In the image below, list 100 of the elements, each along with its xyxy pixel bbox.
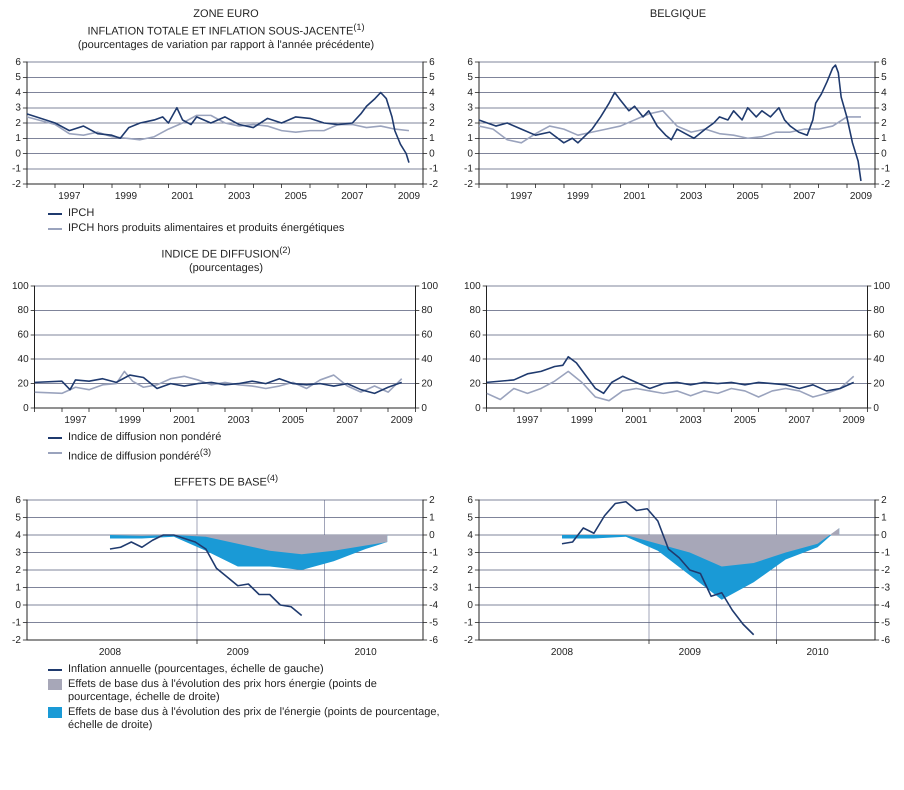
x-tick-label: 2007: [336, 414, 359, 426]
y-tick-label: -2: [12, 634, 22, 646]
y-tick-label: 1: [467, 133, 474, 144]
y-tick-label: 3: [15, 547, 22, 558]
y2-tick-label: 60: [873, 330, 885, 341]
y2-tick-label: 100: [873, 280, 890, 292]
y2-tick-label: 2: [429, 494, 436, 506]
x-tick-label: 2008: [98, 646, 122, 658]
x-tick-label: 2003: [679, 414, 702, 426]
y2-tick-label: -6: [881, 634, 890, 646]
y-tick-label: 4: [467, 530, 474, 541]
x-tick-label: 2009: [678, 646, 702, 658]
y-tick-label: -1: [12, 164, 22, 174]
x-tick-label: 2005: [282, 414, 305, 426]
x-tick-label: 1999: [118, 414, 142, 426]
legend-label: Effets de base dus à l'évolution des prix hors énergie (points de pourcentage, échelle de droite): [68, 678, 378, 704]
y-tick-label: 6: [15, 56, 22, 68]
y2-tick-label: 0: [873, 402, 880, 414]
y-tick-label: 100: [464, 280, 482, 292]
x-tick-label: 2010: [354, 646, 378, 658]
x-tick-label: 2005: [736, 190, 760, 202]
legend-label: Inflation annuelle (pourcentages, échelle de gauche): [68, 663, 324, 676]
y-tick-label: 3: [467, 102, 474, 114]
legend-label: Indice de diffusion non pondéré: [68, 431, 222, 444]
y-tick-label: 40: [470, 354, 482, 365]
x-tick-label: 2007: [793, 190, 816, 202]
y-tick-label: -2: [464, 634, 474, 646]
x-tick-label: 2007: [788, 414, 811, 426]
y2-tick-label: 80: [873, 305, 885, 316]
y2-tick-label: 0: [881, 148, 888, 160]
y2-tick-label: -4: [881, 600, 890, 611]
y-tick-label: 80: [470, 305, 482, 316]
y2-tick-label: 2: [881, 118, 888, 129]
y-tick-label: 4: [467, 87, 474, 98]
y2-tick-label: 60: [421, 330, 433, 341]
y2-tick-label: -1: [881, 547, 890, 558]
y2-tick-label: -1: [429, 164, 438, 174]
y-tick-label: 100: [12, 280, 30, 292]
y-tick-label: 4: [15, 87, 22, 98]
x-tick-label: 1997: [510, 190, 533, 202]
y2-tick-label: 1: [881, 512, 888, 524]
y2-tick-label: 0: [429, 530, 436, 541]
x-tick-label: 1997: [64, 414, 88, 426]
text: ZONE EURO: [192, 8, 260, 21]
legend-label: IPCH: [68, 207, 94, 220]
x-tick-label: 2001: [173, 414, 196, 426]
x-tick-label: 2009: [842, 414, 866, 426]
y-tick-label: 20: [470, 378, 482, 390]
x-tick-label: 1999: [570, 414, 594, 426]
x-tick-label: 2009: [850, 190, 873, 202]
y-tick-label: 1: [15, 133, 22, 144]
y2-tick-label: 6: [881, 56, 888, 68]
x-tick-label: 2003: [227, 414, 250, 426]
chart-title: EFFETS DE BASE$^{(4)}$: [172, 472, 280, 490]
y2-tick-label: 80: [421, 305, 433, 316]
x-tick-label: 1999: [566, 190, 590, 202]
y-tick-label: 2: [15, 564, 22, 576]
x-tick-label: 1997: [58, 190, 81, 202]
y-tick-label: 1: [15, 582, 22, 594]
y2-tick-label: -2: [429, 178, 438, 190]
y-tick-label: -1: [464, 617, 474, 628]
y2-tick-label: 3: [881, 102, 888, 114]
y2-tick-label: 0: [429, 148, 436, 160]
y-tick-label: 6: [467, 494, 474, 506]
x-tick-label: 2005: [284, 190, 308, 202]
y2-tick-label: 40: [421, 354, 433, 365]
x-tick-label: 2003: [228, 190, 251, 202]
y-tick-label: -1: [464, 164, 474, 174]
y2-tick-label: 40: [873, 354, 885, 365]
x-tick-label: 2001: [623, 190, 646, 202]
chart-subtitle: (pourcentages): [188, 262, 264, 275]
y-tick-label: 0: [23, 402, 30, 414]
y2-tick-label: 5: [881, 72, 888, 83]
x-tick-label: 1999: [114, 190, 138, 202]
text: BELGIQUE: [648, 8, 708, 21]
y-tick-label: 60: [470, 330, 482, 341]
x-tick-label: 2005: [734, 414, 757, 426]
y-tick-label: 3: [15, 102, 22, 114]
y-tick-label: 2: [467, 118, 474, 129]
y-tick-label: 0: [467, 600, 474, 611]
x-tick-label: 2009: [398, 190, 421, 202]
y-tick-label: 60: [18, 330, 30, 341]
y2-tick-label: 1: [881, 133, 888, 144]
y2-tick-label: 20: [421, 378, 433, 390]
y2-tick-label: 0: [881, 530, 888, 541]
legend-label: Indice de diffusion pondéré$^{(3)}$: [68, 446, 212, 464]
y-tick-label: 0: [15, 600, 22, 611]
y2-tick-label: -3: [881, 582, 890, 594]
y-tick-label: 2: [467, 564, 474, 576]
legend-label: Effets de base dus à l'évolution des prix de l'énergie (points de pourcentage, échelle de droite): [68, 706, 441, 732]
x-tick-label: 2009: [390, 414, 414, 426]
y-tick-label: 80: [18, 305, 30, 316]
y2-tick-label: -3: [429, 582, 438, 594]
y2-tick-label: -6: [429, 634, 438, 646]
y-tick-label: 0: [475, 402, 482, 414]
x-tick-label: 1997: [516, 414, 540, 426]
x-tick-label: 2010: [806, 646, 830, 658]
x-tick-label: 2008: [550, 646, 574, 658]
y2-tick-label: 1: [429, 133, 436, 144]
x-tick-label: 2009: [226, 646, 250, 658]
